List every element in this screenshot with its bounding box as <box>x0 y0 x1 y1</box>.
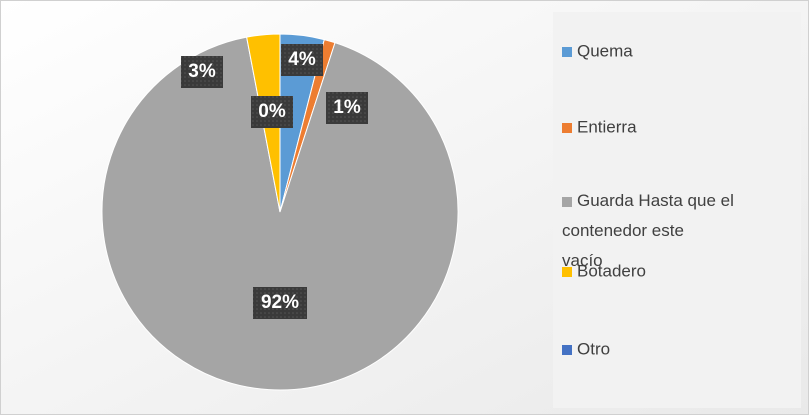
legend-swatch <box>562 123 572 133</box>
legend-swatch <box>562 197 572 207</box>
data-label-box <box>253 287 307 319</box>
legend-swatch <box>562 345 572 355</box>
pie-slice <box>101 36 459 391</box>
legend-label: Otro <box>577 339 610 358</box>
data-label: 1% <box>333 97 361 118</box>
legend-label: Guarda Hasta que el contenedor este vacío <box>562 191 734 270</box>
legend-label: Quema <box>577 41 633 60</box>
data-label-box <box>251 96 293 128</box>
data-label-box <box>326 92 368 124</box>
legend-label: Botadero <box>577 261 646 280</box>
data-label-box <box>281 44 323 76</box>
data-label-box <box>181 56 223 88</box>
legend-swatch <box>562 267 572 277</box>
data-label: 4% <box>288 49 316 70</box>
data-label: 3% <box>188 61 216 82</box>
data-label: 0% <box>258 101 286 122</box>
data-label: 92% <box>261 292 299 313</box>
legend-panel <box>553 12 801 408</box>
legend-swatch <box>562 47 572 57</box>
legend-label: Entierra <box>577 117 637 136</box>
